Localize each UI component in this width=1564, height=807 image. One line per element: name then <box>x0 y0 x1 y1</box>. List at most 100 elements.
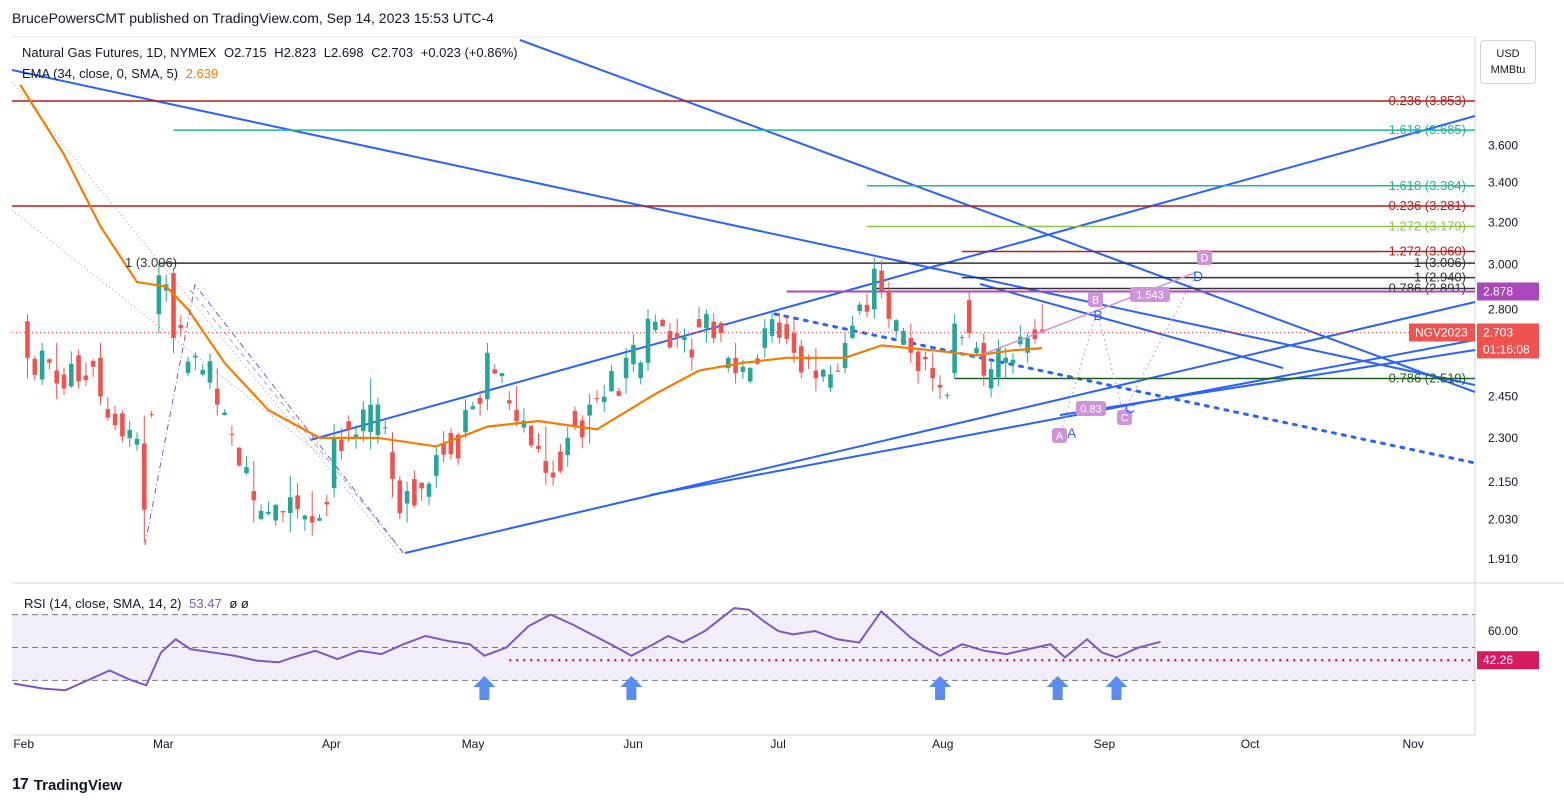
price-axis-tick: 2.030 <box>1488 512 1518 526</box>
candle <box>390 432 395 498</box>
candle <box>777 312 782 344</box>
candle <box>54 342 59 400</box>
fib-swing-line <box>144 283 406 556</box>
price-tag-last-bg <box>1477 323 1539 342</box>
candle <box>857 301 862 316</box>
candle <box>682 328 687 353</box>
rsi-extra: ø ø <box>229 596 249 611</box>
candle-body <box>711 321 716 339</box>
candle <box>594 390 600 404</box>
candle-body <box>791 333 797 353</box>
countdown-tag-bg <box>1477 340 1539 359</box>
candle-body <box>112 413 118 426</box>
trend-point-c: C <box>1125 400 1135 416</box>
candle-body <box>521 420 527 428</box>
price-axis-tick: 2.300 <box>1488 431 1518 445</box>
candle <box>959 334 965 346</box>
candle-body <box>463 410 468 433</box>
candle-body <box>288 497 293 513</box>
dashed-purple-line <box>189 289 406 556</box>
candle <box>820 368 826 382</box>
candle <box>514 386 519 427</box>
candle <box>587 393 592 444</box>
publisher-header: BrucePowersCMT published on TradingView.… <box>12 10 494 26</box>
rsi-legend: RSI (14, close, SMA, 14, 2) 53.47 ø ø <box>24 596 249 611</box>
candle <box>215 367 220 416</box>
candle <box>499 372 505 384</box>
candle <box>339 427 344 460</box>
time-axis-label: Nov <box>1403 737 1424 751</box>
candle-body <box>813 370 819 379</box>
candle-body <box>185 361 191 374</box>
candle <box>361 401 366 443</box>
candle-body <box>638 362 643 379</box>
buy-arrow-icon-1 <box>620 676 643 700</box>
candle <box>901 327 906 345</box>
candle-body <box>777 322 782 338</box>
candle-body <box>769 319 775 336</box>
candle-body <box>127 429 132 439</box>
candle-body <box>923 356 928 360</box>
currency-unit-button[interactable]: USD MMBtu <box>1480 40 1536 84</box>
candle-body <box>346 421 351 430</box>
candle <box>864 293 870 318</box>
tradingview-footer[interactable]: 17 TradingView <box>12 776 122 794</box>
candle <box>981 333 987 387</box>
candle <box>543 426 549 485</box>
pattern-point-d-text: D <box>1201 253 1209 265</box>
candle-body <box>857 304 862 312</box>
trend-point-d: D <box>1193 268 1203 284</box>
candle-body <box>309 516 315 523</box>
candle-body <box>485 352 490 400</box>
ratio-label-083-text: 0.83 <box>1080 404 1101 416</box>
candle <box>434 446 439 488</box>
level-label-8: 0.786 (2.891) <box>1389 281 1466 296</box>
candle <box>324 494 330 517</box>
candle-body <box>280 510 286 513</box>
candle-body <box>178 324 184 329</box>
candle <box>726 356 731 373</box>
level-label-5: 1.272 (3.060) <box>1389 243 1466 258</box>
dotted-trendline <box>773 312 1477 465</box>
candle-body <box>404 491 410 504</box>
ema-value: 2.639 <box>185 66 219 81</box>
candle <box>236 447 242 467</box>
time-axis-label: Jul <box>770 737 785 751</box>
candle-body <box>988 369 994 389</box>
candle-body <box>361 409 366 432</box>
candle <box>32 355 38 381</box>
candle-body <box>382 427 388 429</box>
ema-legend: EMA (34, close, 0, SMA, 5) 2.639 <box>22 66 218 81</box>
candle-body <box>273 504 278 521</box>
candle-body <box>54 370 59 384</box>
ohlc-high: H2.823 <box>274 45 317 60</box>
candle-body <box>419 482 424 489</box>
candle <box>419 482 424 501</box>
candle <box>937 375 943 400</box>
candle-body <box>171 273 176 339</box>
buy-arrow-icon-4 <box>1105 676 1128 700</box>
rsi-line <box>13 607 1161 692</box>
candle <box>813 347 819 392</box>
candle-body <box>397 480 403 514</box>
candle <box>616 387 622 397</box>
candle-body <box>251 491 257 501</box>
candle-body <box>864 304 870 312</box>
candle <box>660 318 665 327</box>
candle-body <box>83 375 89 381</box>
candle <box>609 365 614 393</box>
candle-body <box>236 447 242 466</box>
candle <box>302 514 308 531</box>
candle <box>908 323 914 363</box>
candle <box>98 342 103 405</box>
candle-body <box>850 325 855 338</box>
candle-body <box>266 511 271 514</box>
time-axis-label: Aug <box>932 737 953 751</box>
candle <box>850 315 855 339</box>
candle-body <box>879 270 884 291</box>
candle <box>200 364 205 376</box>
trendline-3 <box>404 301 1476 554</box>
candle <box>718 321 724 343</box>
candle <box>127 421 132 447</box>
